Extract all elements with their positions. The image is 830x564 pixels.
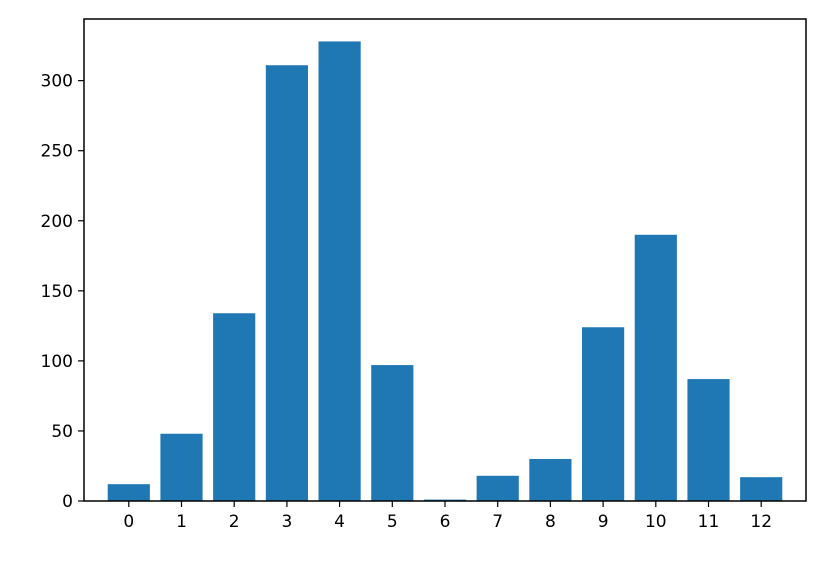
x-tick-label: 2: [229, 512, 240, 532]
x-tick-label: 1: [176, 512, 187, 532]
x-axis-ticks: 0 1 2 3 4 5 6 7 8 9 10 11 12: [123, 501, 772, 532]
bar-8: [529, 458, 572, 501]
x-tick-label: 7: [492, 512, 503, 532]
x-tick-label: 11: [698, 512, 720, 532]
bar-10: [634, 234, 677, 502]
bar-2: [213, 313, 256, 501]
bars-group: [107, 41, 783, 502]
x-tick-label: 5: [387, 512, 398, 532]
y-tick-label: 300: [41, 72, 73, 92]
x-tick-label: 3: [281, 512, 292, 532]
plot-frame: [83, 18, 807, 502]
bar-11: [687, 379, 730, 501]
y-tick-label: 200: [41, 212, 73, 232]
y-tick-label: 150: [41, 282, 73, 302]
bar-4: [318, 41, 361, 501]
x-tick-label: 4: [334, 512, 345, 532]
y-axis-ticks: 0 50 100 150 200 250 300: [41, 72, 84, 512]
bar-12: [740, 477, 783, 501]
y-tick-label: 100: [41, 352, 73, 372]
bar-3: [265, 65, 308, 501]
x-tick-label: 9: [598, 512, 609, 532]
x-tick-label: 6: [440, 512, 451, 532]
bar-9: [582, 327, 625, 501]
bar-1: [160, 433, 203, 501]
x-tick-label: 12: [750, 512, 772, 532]
x-tick-label: 10: [645, 512, 667, 532]
bar-7: [476, 475, 519, 501]
bar-0: [107, 484, 150, 501]
x-tick-label: 8: [545, 512, 556, 532]
x-tick-label: 0: [123, 512, 134, 532]
y-tick-label: 0: [62, 492, 73, 512]
y-tick-label: 250: [41, 142, 73, 162]
y-tick-label: 50: [51, 422, 73, 442]
bar-5: [371, 365, 414, 501]
